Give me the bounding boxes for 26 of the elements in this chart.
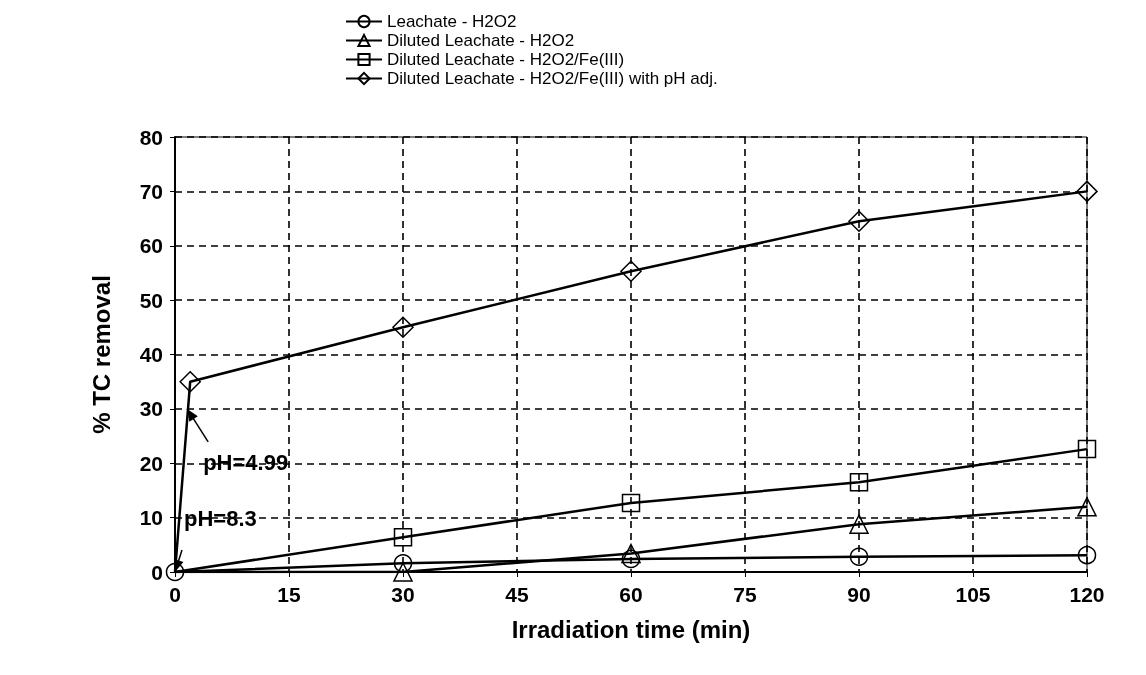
- y-tick-label: 0: [151, 560, 163, 584]
- y-tick-label: 30: [139, 397, 163, 421]
- x-tick-label: 75: [733, 583, 757, 606]
- x-tick-label: 105: [955, 583, 991, 606]
- y-tick-label: 80: [139, 125, 163, 149]
- legend-label: Diluted Leachate - H2O2/Fe(III) with pH adj.: [387, 69, 718, 88]
- y-axis-title: % TC removal: [87, 275, 115, 434]
- annotation: pH=8.3: [184, 506, 257, 531]
- x-tick-label: 90: [847, 583, 871, 606]
- annotation: pH=4.99: [203, 449, 289, 475]
- x-tick-label: 120: [1069, 583, 1105, 606]
- legend-label: Diluted Leachate - H2O2/Fe(III): [387, 50, 625, 69]
- y-tick-label: 70: [139, 179, 163, 203]
- y-tick-label: 20: [139, 451, 163, 475]
- x-tick-label: 15: [277, 583, 301, 606]
- y-tick-label: 60: [139, 234, 163, 258]
- x-tick-label: 45: [505, 583, 529, 606]
- x-tick-label: 60: [619, 583, 643, 606]
- x-axis-title: Irradiation time (min): [511, 615, 751, 643]
- y-tick-label: 50: [139, 288, 163, 312]
- y-tick-label: 40: [139, 343, 163, 366]
- legend-label: Leachate - H2O2: [387, 12, 517, 31]
- x-tick-label: 30: [391, 583, 415, 606]
- x-tick-label: 0: [169, 583, 181, 606]
- legend-label: Diluted Leachate - H2O2: [387, 31, 575, 50]
- y-tick-label: 10: [139, 506, 163, 530]
